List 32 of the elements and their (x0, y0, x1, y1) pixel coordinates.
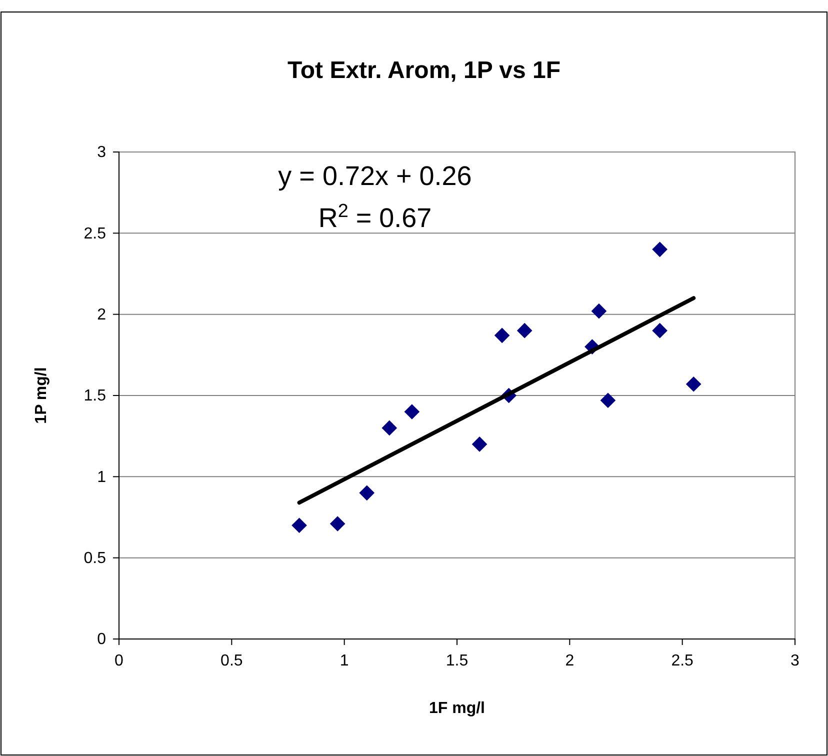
x-tick-label: 0 (114, 652, 124, 670)
point (404, 404, 420, 420)
y-tick-label: 2 (97, 306, 106, 324)
point (359, 485, 375, 501)
chart-title: Tot Extr. Arom, 1P vs 1F (288, 57, 560, 84)
point (494, 328, 510, 344)
point (652, 322, 668, 338)
y-axis-title: 1P mg/l (33, 367, 50, 424)
annotation: y = 0.72x + 0.26 (278, 161, 472, 191)
point (472, 436, 488, 452)
x-tick-label: 0.5 (220, 652, 243, 670)
y-tick-label: 2.5 (84, 225, 106, 242)
y-tick-label: 0.5 (84, 550, 106, 567)
x-tick-label: 1.5 (446, 652, 468, 670)
y-tick-label: 1.5 (84, 388, 106, 405)
x-axis-title: 1F mg/l (428, 700, 486, 717)
y-tick-label: 0 (97, 631, 106, 648)
point (330, 516, 346, 532)
point (516, 322, 532, 338)
y-tick-label: 1 (97, 468, 106, 486)
annotation: R$^{2}$ = 0.67 (318, 200, 432, 233)
x-tick-label: 1 (340, 652, 349, 670)
x-tick-label: 2 (565, 652, 574, 670)
x-tick-label: 2.5 (671, 652, 694, 670)
point (652, 242, 668, 258)
point (686, 376, 702, 392)
point (591, 303, 607, 319)
point (600, 392, 616, 408)
point (292, 518, 307, 534)
x-tick-label: 3 (790, 652, 800, 670)
y-tick-label: 3 (97, 144, 106, 162)
point (382, 420, 398, 436)
